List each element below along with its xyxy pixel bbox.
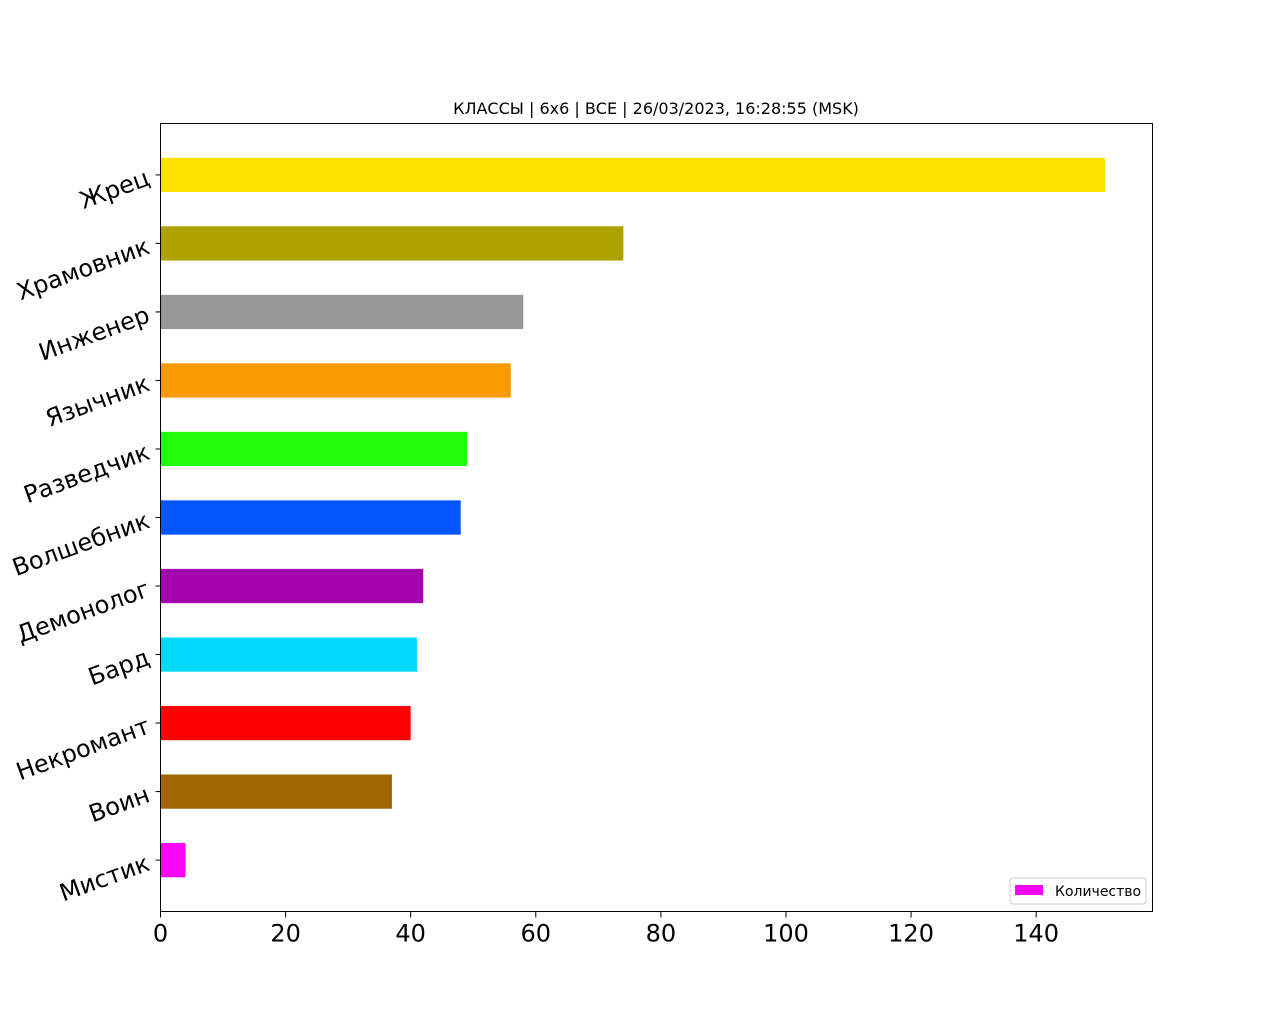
category-label: Некромант (12, 712, 153, 786)
bar-5 (160, 431, 467, 467)
category-label: Язычник (42, 369, 153, 432)
x-tick-label: 0 (153, 920, 168, 948)
legend-swatch (1015, 885, 1043, 895)
chart-title: КЛАССЫ | 6x6 | ВСЕ | 26/03/2023, 16:28:5… (453, 99, 859, 118)
x-tick-label: 60 (521, 920, 552, 948)
bar-6 (160, 500, 461, 535)
bar-8 (160, 637, 417, 672)
category-label: Разведчик (20, 438, 153, 509)
category-label: Мистик (56, 849, 154, 907)
bars-group (160, 157, 1105, 878)
x-tick-label: 20 (270, 920, 301, 948)
category-label: Воин (85, 780, 153, 828)
bar-3 (160, 294, 524, 330)
bar-7 (160, 568, 424, 604)
x-tick-label: 100 (763, 920, 809, 948)
x-tick-label: 80 (646, 920, 677, 948)
x-tick-label: 120 (888, 920, 934, 948)
legend-label: Количество (1055, 884, 1141, 900)
category-label: Храмовник (13, 232, 153, 306)
category-label: Инженер (35, 301, 153, 367)
category-label: Жрец (76, 164, 153, 215)
legend-box (1009, 877, 1147, 905)
category-label: Волшебник (9, 506, 154, 581)
x-axis: 0 20 40 60 80 100 120 140 (153, 911, 1059, 948)
bar-10 (160, 774, 392, 809)
bar-4 (160, 363, 511, 398)
x-tick-label: 40 (395, 920, 426, 948)
category-label: Демонолог (13, 575, 153, 649)
category-label: Бард (85, 643, 154, 691)
plot-frame (160, 123, 1153, 912)
bar-2 (160, 226, 624, 261)
bar-1 (160, 157, 1105, 193)
y-axis: Жрец ХрамовникИнженерЯзычникРазведчикВолш… (9, 164, 161, 907)
x-tick-label: 140 (1013, 920, 1059, 948)
legend: Количество (1009, 877, 1147, 905)
bar-9 (160, 705, 411, 741)
bar-11 (160, 842, 186, 878)
